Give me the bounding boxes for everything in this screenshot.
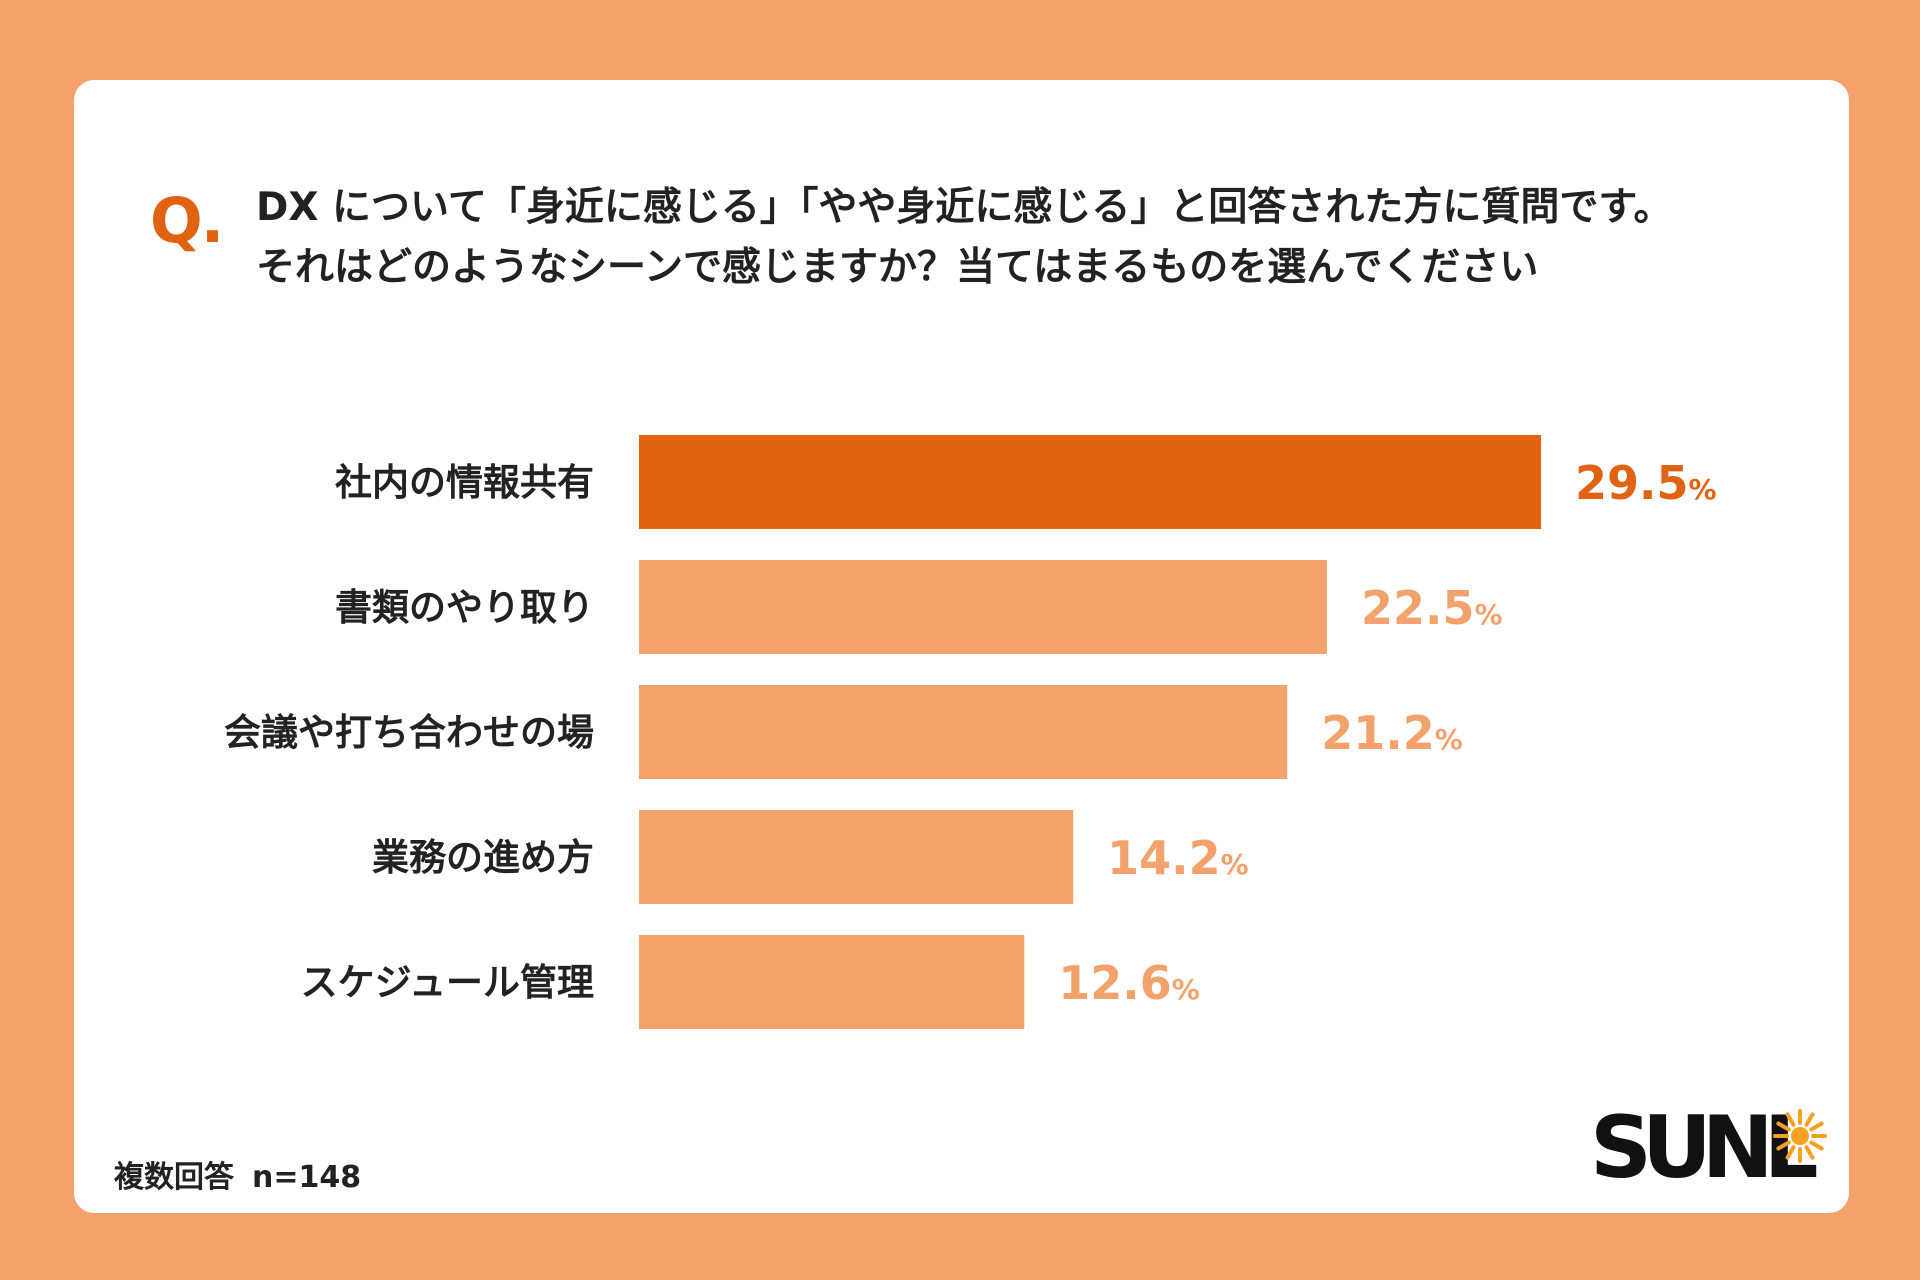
value-number: 29.5 (1575, 456, 1689, 510)
bar (639, 935, 1025, 1029)
category-label: 書類のやり取り (335, 586, 594, 629)
bar (639, 810, 1074, 904)
footnote-label: 複数回答 (114, 1160, 234, 1195)
value-label: 14.2% (1107, 831, 1249, 885)
value-number: 14.2 (1107, 831, 1221, 885)
value-label: 21.2% (1321, 706, 1463, 760)
question-line-1: DX について「身近に感じる」「やや身近に感じる」と回答された方に質問です。 (256, 185, 1673, 230)
category-label: 会議や打ち合わせの場 (224, 711, 594, 754)
value-unit: % (1474, 598, 1502, 631)
value-unit: % (1172, 973, 1200, 1006)
footnote: 複数回答 n=148 (114, 1152, 361, 1196)
category-label: スケジュール管理 (301, 961, 594, 1004)
value-unit: % (1221, 848, 1249, 881)
sun-icon (1773, 1109, 1827, 1163)
sunl-logo: SUNL (1590, 1098, 1830, 1198)
bar (639, 435, 1541, 529)
value-unit: % (1689, 473, 1717, 506)
footnote-n: n=148 (252, 1160, 362, 1195)
value-unit: % (1435, 723, 1463, 756)
question-text: DX について「身近に感じる」「やや身近に感じる」と回答された方に質問です。 そ… (256, 178, 1796, 298)
category-label: 社内の情報共有 (335, 461, 594, 504)
value-number: 21.2 (1321, 706, 1435, 760)
value-label: 22.5% (1361, 581, 1503, 635)
question-line-2: それはどのようなシーンで感じますか？当てはまるものを選んでください (256, 245, 1539, 290)
value-label: 29.5% (1575, 456, 1717, 510)
bar-chart: 社内の情報共有 29.5% 書類のやり取り 22.5% 会議や打ち合わせの場 21.2% 業… (224, 435, 1717, 1029)
value-number: 12.6 (1058, 956, 1172, 1010)
value-number: 22.5 (1361, 581, 1475, 635)
bar (639, 560, 1327, 654)
value-label: 12.6% (1058, 956, 1200, 1010)
content-card: Q. DX について「身近に感じる」「やや身近に感じる」と回答された方に質問です… (74, 80, 1849, 1213)
bar (639, 685, 1288, 779)
category-label: 業務の進め方 (372, 836, 594, 879)
question-mark: Q. (150, 184, 224, 257)
